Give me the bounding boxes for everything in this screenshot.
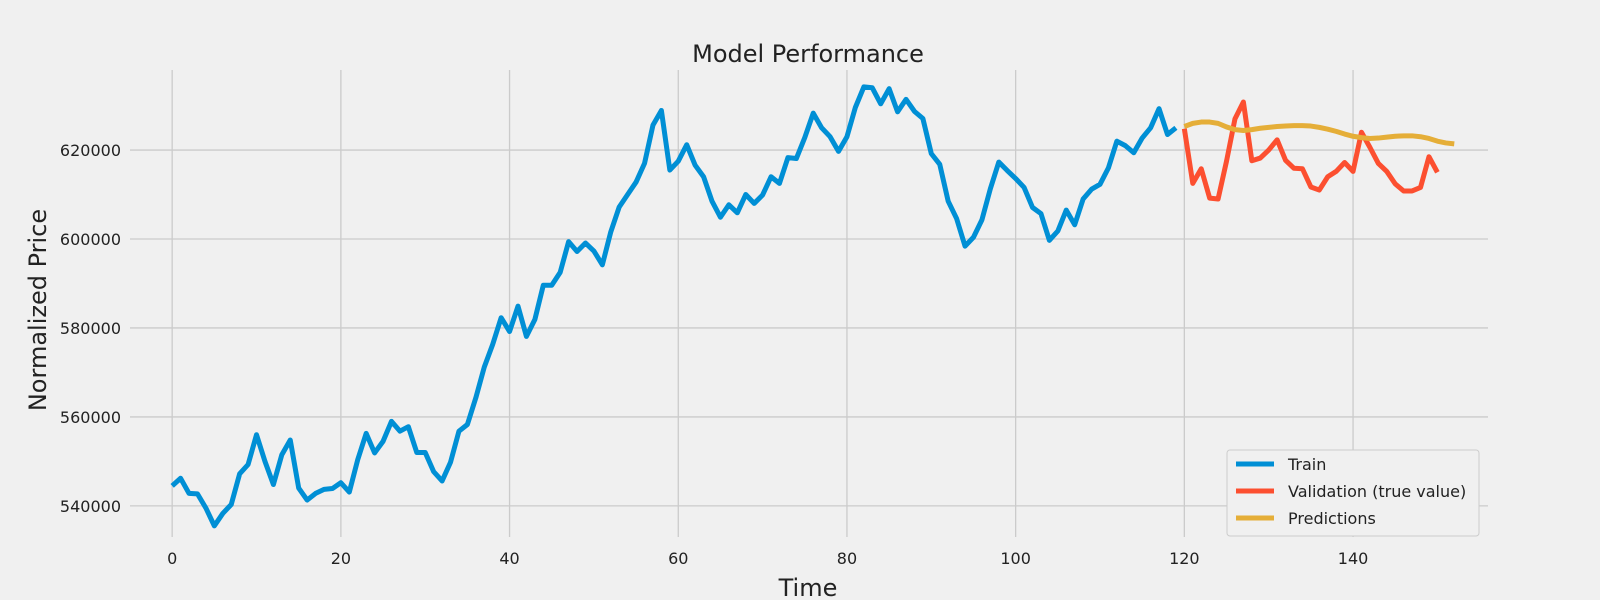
legend-label-train: Train [1287, 455, 1326, 474]
x-tick-label: 60 [668, 549, 688, 568]
x-tick-label: 20 [331, 549, 351, 568]
x-tick-label: 80 [837, 549, 857, 568]
legend: Train Validation (true value) Prediction… [1226, 449, 1480, 537]
x-tick-label: 140 [1338, 549, 1369, 568]
legend-label-validation: Validation (true value) [1288, 482, 1466, 501]
tick-labels: 0 20 40 60 80 100 120 140 540000 560000 580000 6000… [60, 141, 1368, 568]
y-tick-label: 620000 [60, 141, 121, 160]
legend-label-predictions: Predictions [1288, 509, 1376, 528]
series-lines [170, 84, 1455, 529]
x-tick-label: 100 [1000, 549, 1031, 568]
legend-box [1226, 449, 1480, 537]
grid [130, 70, 1488, 537]
y-tick-label: 580000 [60, 319, 121, 338]
x-tick-label: 120 [1169, 549, 1200, 568]
x-tick-label: 40 [499, 549, 519, 568]
y-tick-label: 560000 [60, 408, 121, 427]
series-line-validation [1181, 99, 1440, 202]
series-line-predictions [1183, 119, 1455, 147]
y-axis-title: Normalized Price [24, 209, 52, 411]
y-tick-label: 540000 [60, 497, 121, 516]
x-tick-label: 0 [167, 549, 177, 568]
x-axis-title: Time [778, 574, 838, 600]
y-tick-label: 600000 [60, 230, 121, 249]
chart-title: Model Performance [692, 40, 924, 68]
series-line-train [170, 84, 1178, 529]
